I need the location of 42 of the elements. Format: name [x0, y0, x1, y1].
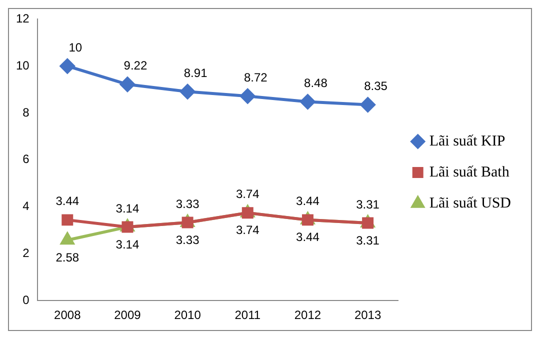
data-label: 8.35	[364, 79, 388, 94]
data-label: 3.33	[176, 232, 200, 247]
legend-label: Lãi suất KIP	[429, 133, 506, 150]
data-label: 3.33	[176, 196, 200, 211]
data-label: 3.74	[236, 223, 260, 238]
data-label: 3.44	[56, 194, 80, 208]
data-label: 3.44	[296, 230, 320, 244]
point	[180, 84, 196, 100]
point	[60, 232, 74, 245]
data-label: 3.14	[116, 237, 140, 252]
y-tick-label: 0	[22, 292, 30, 307]
x-tick-label: 2008	[54, 308, 82, 322]
data-label: 3.31	[356, 197, 380, 212]
data-label: 9.22	[124, 58, 148, 73]
point	[240, 88, 256, 104]
point	[360, 97, 376, 112]
data-label: 2.58	[56, 250, 80, 264]
data-label: 3.44	[296, 194, 320, 208]
legend-label: Lãi suất Bath	[429, 164, 510, 180]
data-label: 8.48	[304, 76, 328, 90]
y-tick-label: 10	[16, 58, 30, 72]
x-tick-label: 2011	[234, 308, 261, 322]
data-label: 3.74	[236, 187, 260, 202]
x-tick-label: 2009	[114, 308, 142, 322]
y-tick-label: 6	[22, 152, 30, 166]
data-label: 3.31	[356, 233, 380, 248]
data-label: 8.91	[184, 66, 208, 80]
y-tick-label: 8	[22, 105, 30, 120]
x-tick-label: 2010	[174, 308, 202, 322]
y-tick-label: 2	[22, 246, 30, 260]
y-tick-label: 12	[16, 12, 30, 26]
legend-label: Lãi suất USD	[429, 195, 512, 212]
data-label: 8.72	[244, 70, 268, 84]
x-tick-label: 2013	[354, 308, 382, 322]
point	[60, 58, 75, 74]
x-tick-label: 2012	[294, 308, 322, 322]
data-label: 3.14	[116, 201, 140, 216]
y-tick-label: 4	[22, 199, 30, 214]
point	[300, 94, 316, 110]
data-label: 10	[68, 40, 82, 54]
point	[120, 76, 135, 92]
point	[62, 214, 74, 226]
